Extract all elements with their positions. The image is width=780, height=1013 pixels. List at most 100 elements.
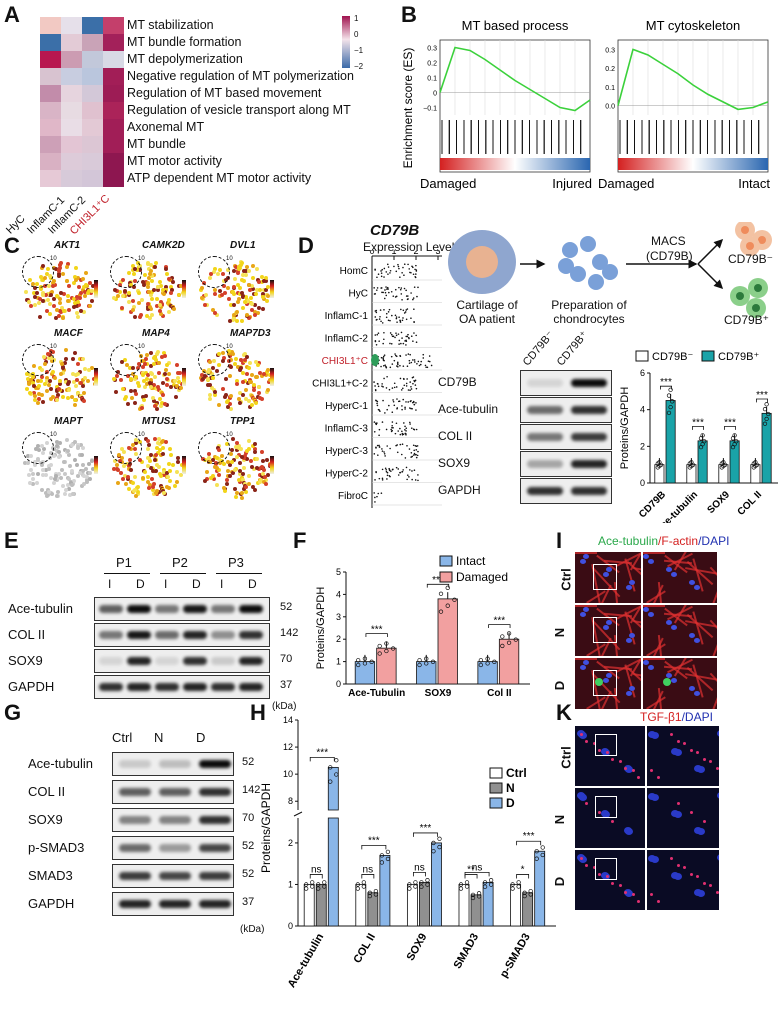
violin-cell-dot — [415, 341, 418, 344]
zoom-box — [595, 734, 617, 756]
h-bar — [482, 881, 494, 927]
tsne-cell-dot — [163, 267, 168, 272]
heatmap-row-label: MT depolymerization — [127, 52, 243, 66]
tsne-cell-dot — [140, 373, 145, 378]
tsne-cell-dot — [203, 478, 208, 483]
violin-cell-dot — [391, 411, 394, 413]
gsea-ytick: 0.2 — [605, 66, 615, 73]
violin-cell-dot — [395, 270, 398, 273]
heatmap-cell — [103, 153, 124, 170]
tsne-cell-dot — [132, 305, 137, 310]
tsne-cell-dot — [65, 483, 70, 488]
tsne-cell-dot — [141, 365, 146, 370]
tsne-cell-dot — [71, 379, 76, 384]
tsne-cell-dot — [224, 482, 229, 487]
tsne-cell-dot — [56, 274, 61, 279]
tsne-cell-dot — [154, 445, 159, 450]
nucleus — [577, 792, 585, 799]
violin-cell-dot — [386, 286, 389, 289]
tsne-cell-dot — [146, 285, 151, 290]
tsne-cell-dot — [74, 377, 79, 382]
tsne-cell-dot — [244, 312, 249, 317]
tsne-cell-dot — [177, 292, 182, 297]
h-legend-label: D — [506, 796, 515, 810]
d-blot-band — [571, 433, 607, 441]
i-title-part: /F-actin — [658, 534, 699, 548]
e-lane-label: I — [164, 577, 168, 591]
e-lane-label: I — [220, 577, 224, 591]
tsne-cell-dot — [81, 390, 86, 395]
tsne-cell-dot — [114, 463, 119, 468]
tsne-cell-dot — [198, 376, 203, 381]
violin-cell-dot — [380, 272, 383, 274]
tsne-cell-dot — [236, 397, 241, 402]
violin-cell-dot — [410, 456, 412, 458]
tsne-cell-dot — [202, 374, 207, 379]
replicate-point — [361, 880, 366, 885]
tsne-cell-dot — [168, 290, 173, 295]
tsne-cell-dot — [71, 297, 76, 302]
violin-cell-dot — [402, 317, 404, 319]
tsne-gene-label: MAPT — [54, 416, 83, 427]
violin-cell-dot — [412, 298, 414, 301]
nucleus — [694, 765, 702, 772]
tsne-cell-dot — [155, 303, 160, 308]
e-group-label: P3 — [228, 555, 244, 570]
tsne-cell-dot — [231, 318, 236, 323]
scale-tick: 1 — [354, 14, 359, 23]
tsne-cell-dot — [64, 438, 69, 443]
nucleus — [580, 559, 586, 564]
tsne-cell-dot — [237, 265, 242, 270]
tgf-signal — [696, 875, 699, 878]
violin-cluster-label: HyC — [349, 289, 368, 300]
h-bar — [522, 892, 534, 927]
violin-cell-dot — [409, 421, 411, 424]
replicate-point — [492, 659, 497, 664]
tsne-cell-dot — [64, 377, 69, 382]
violin-cell-dot — [383, 377, 385, 380]
tsne-cell-dot — [232, 313, 237, 317]
tsne-cell-dot — [259, 450, 264, 455]
tsne-cell-dot — [263, 482, 268, 487]
violin-cell-dot — [415, 402, 417, 404]
tsne-cell-dot — [61, 459, 66, 464]
h-ylabel: Proteins/GAPDH — [259, 783, 273, 873]
tsne-cell-dot — [152, 436, 157, 441]
tsne-cell-dot — [257, 480, 262, 485]
replicate-point — [334, 772, 339, 777]
tsne-cell-dot — [76, 276, 81, 281]
cd79b-pos-label: CD79B⁺ — [724, 313, 770, 327]
tsne-cell-dot — [214, 313, 219, 318]
tsne-cell-dot — [68, 464, 73, 469]
tsne-cell-dot — [130, 395, 135, 400]
tsne-plot: 10 — [108, 430, 188, 502]
tsne-cell-dot — [250, 485, 255, 490]
violin-cell-dot — [391, 387, 394, 389]
tsne-cell-dot — [79, 290, 84, 295]
tsne-cell-dot — [76, 372, 81, 377]
tsne-cell-dot — [140, 394, 145, 399]
tsne-cell-dot — [146, 261, 151, 266]
k-title-part: /DAPI — [681, 710, 713, 724]
tsne-cell-dot — [243, 378, 248, 383]
tsne-cell-dot — [162, 491, 167, 496]
i-micrograph-tile — [643, 552, 717, 603]
tsne-cell-dot — [234, 445, 239, 450]
tsne-cell-dot — [44, 378, 49, 383]
tsne-cell-dot — [210, 308, 215, 313]
k-row-label: D — [552, 876, 568, 887]
g-blot-strip — [112, 780, 234, 804]
tsne-cell-dot — [67, 388, 72, 393]
tsne-cell-dot — [59, 361, 64, 366]
tgf-signal — [650, 769, 653, 772]
g-blot-band — [159, 816, 191, 824]
sig-bracket — [692, 426, 704, 430]
tsne-cell-dot — [52, 481, 57, 486]
violin-cluster-label: HyperC-2 — [325, 469, 368, 480]
chondrocyte-cell — [558, 258, 574, 274]
scale-tick: −2 — [354, 62, 364, 71]
tsne-cell-dot — [24, 387, 29, 392]
tsne-cell-dot — [81, 445, 86, 450]
violin-cell-dot — [376, 287, 379, 289]
tsne-cell-dot — [141, 397, 146, 402]
